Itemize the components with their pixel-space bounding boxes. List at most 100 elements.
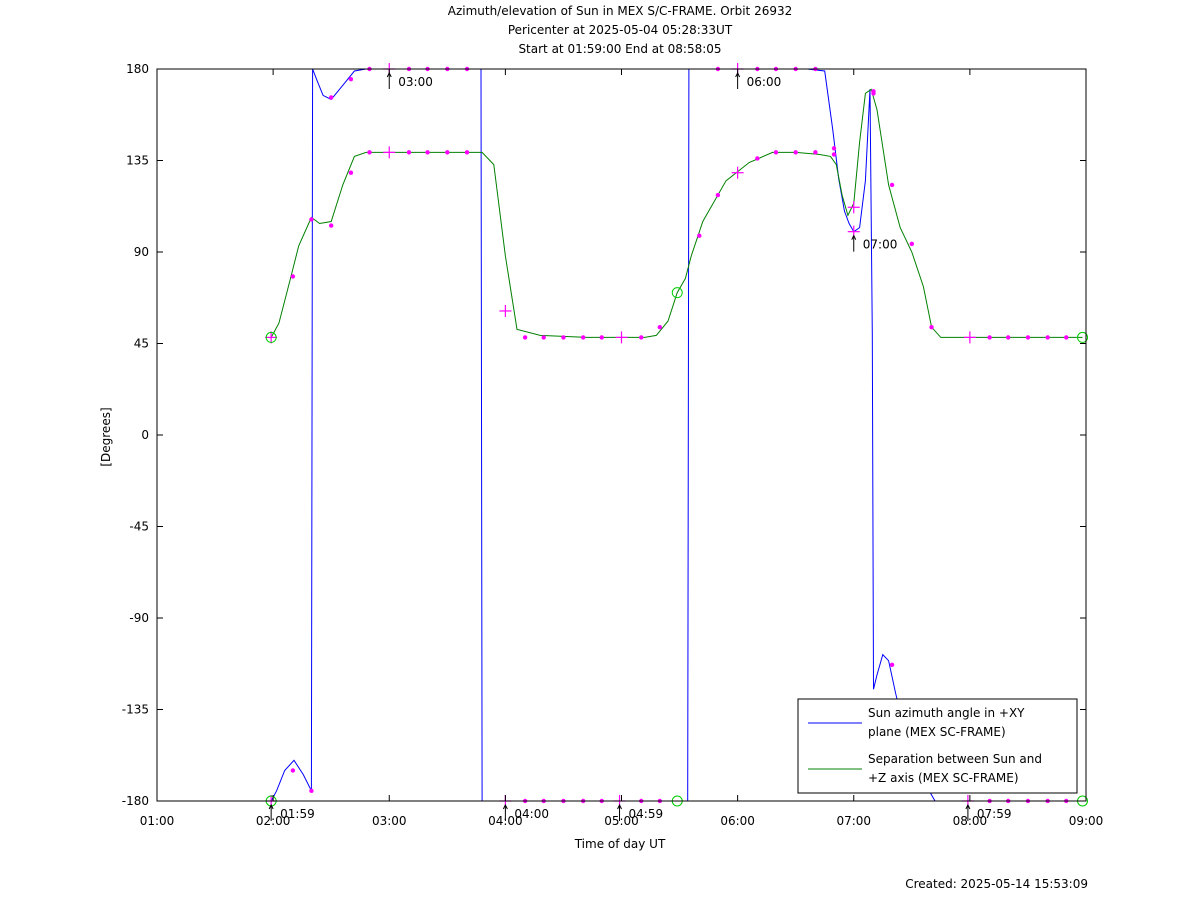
hour-cross-marker — [731, 166, 744, 179]
point-marker — [889, 662, 895, 667]
annotation-label: 03:00 — [398, 75, 433, 89]
point-marker — [541, 335, 546, 340]
annotation-label: 01:59 — [280, 807, 315, 821]
event-circle-marker — [265, 331, 277, 343]
chart-title: Azimuth/elevation of Sun in MEX S/C-FRAM… — [447, 4, 793, 18]
sun-z-separation-line — [270, 88, 1083, 338]
point-marker — [522, 335, 528, 340]
point-marker — [1005, 335, 1011, 340]
time-annotation: 04:59 — [617, 803, 664, 821]
hour-cross-marker — [383, 146, 396, 159]
annotation-arrow-head — [268, 803, 274, 810]
x-tick-label: 07:00 — [836, 814, 871, 828]
annotation-arrow-head — [617, 803, 622, 810]
point-marker — [755, 156, 760, 161]
time-annotation: 06:00 — [735, 71, 782, 89]
hour-cross-marker — [265, 331, 278, 344]
point-marker — [290, 768, 296, 773]
annotation-arrow-head — [965, 803, 971, 810]
point-marker — [871, 91, 876, 96]
x-tick-label: 04:00 — [488, 814, 523, 828]
point-marker — [831, 146, 837, 151]
annotation-arrow-head — [851, 234, 857, 240]
hour-cross-marker — [499, 304, 512, 317]
annotation-label: 07:59 — [977, 807, 1012, 821]
series-layer — [270, 68, 1083, 802]
time-annotation: 07:59 — [965, 803, 1012, 821]
legend-box — [797, 698, 1078, 794]
point-marker — [793, 150, 798, 155]
annotation-label: 06:00 — [747, 75, 782, 89]
point-marker — [290, 274, 296, 279]
y-tick-label: -90 — [129, 611, 149, 625]
point-marker — [889, 182, 895, 188]
marker-layer — [265, 63, 1089, 807]
point-marker — [425, 150, 430, 155]
legend-label: +Z axis (MEX SC-FRAME) — [868, 771, 1019, 785]
x-tick-label: 08:00 — [953, 814, 988, 828]
legend-label: Sun azimuth angle in +XY — [868, 706, 1025, 720]
point-marker — [639, 335, 644, 340]
hour-cross-marker — [847, 201, 860, 214]
point-marker — [328, 95, 334, 100]
y-tick-label: 90 — [134, 245, 149, 259]
chart-subtitle-start-end: Start at 01:59:00 End at 08:58:05 — [518, 42, 722, 56]
point-marker — [1045, 335, 1050, 340]
point-marker — [464, 150, 470, 155]
chart-subtitle-pericenter: Pericenter at 2025-05-04 05:28:33UT — [507, 23, 733, 37]
point-marker — [831, 152, 837, 157]
legend-label: plane (MEX SC-FRAME) — [868, 725, 1006, 739]
hour-cross-marker — [615, 331, 628, 344]
point-marker — [309, 788, 314, 794]
y-tick-label: 45 — [134, 337, 149, 351]
x-tick-label: 05:00 — [604, 814, 639, 828]
x-axis-label: Time of day UT — [574, 837, 666, 851]
point-marker — [445, 150, 450, 155]
legend-label: Separation between Sun and — [868, 752, 1042, 766]
x-tick-label: 06:00 — [720, 814, 755, 828]
created-timestamp: Created: 2025-05-14 15:53:09 — [905, 877, 1088, 891]
point-marker — [580, 335, 586, 340]
point-marker — [348, 170, 354, 175]
point-marker — [1064, 335, 1069, 340]
event-circle-marker — [1077, 331, 1089, 343]
time-annotation: 04:00 — [502, 803, 549, 821]
y-tick-label: -135 — [122, 703, 149, 717]
plot-frame — [156, 68, 1087, 802]
annotation-label: 07:00 — [863, 238, 898, 252]
legend: Sun azimuth angle in +XY plane (MEX SC-FR… — [797, 698, 1078, 794]
x-tick-label: 01:00 — [140, 814, 175, 828]
y-tick-label: 180 — [126, 62, 149, 76]
time-annotation: 01:59 — [268, 803, 315, 821]
point-marker — [657, 325, 663, 330]
point-marker — [348, 76, 354, 82]
point-marker — [309, 217, 314, 222]
y-tick-label: 0 — [141, 428, 149, 442]
point-marker — [929, 325, 934, 330]
point-marker — [909, 241, 915, 247]
annotation-layer: 01:59 03:00 04:00 04:59 06:00 07:00 07:59 — [268, 71, 1012, 821]
event-circle-marker — [671, 287, 683, 299]
annotation-arrow-head — [502, 803, 508, 810]
sun-azimuth-line — [270, 68, 1083, 802]
annotation-label: 04:00 — [514, 807, 549, 821]
point-marker — [328, 223, 334, 228]
point-marker — [773, 150, 779, 155]
hour-cross-marker — [963, 331, 976, 344]
point-marker — [813, 150, 818, 155]
tick-layer: 01:00 02:00 03:00 04:00 05:00 06:00 07:00 08:00… — [122, 62, 1104, 828]
x-tick-label: 09:00 — [1069, 814, 1104, 828]
point-marker — [987, 335, 992, 340]
annotation-label: 04:59 — [629, 807, 664, 821]
point-marker — [599, 335, 604, 340]
point-marker — [697, 233, 702, 238]
point-marker — [1025, 335, 1031, 340]
time-annotation: 07:00 — [851, 234, 898, 252]
y-axis-label: [Degrees] — [99, 407, 113, 467]
time-annotation: 03:00 — [386, 71, 433, 89]
point-marker — [406, 150, 412, 155]
y-tick-label: -180 — [122, 794, 149, 808]
y-tick-label: -45 — [129, 520, 149, 534]
point-marker — [367, 150, 372, 155]
